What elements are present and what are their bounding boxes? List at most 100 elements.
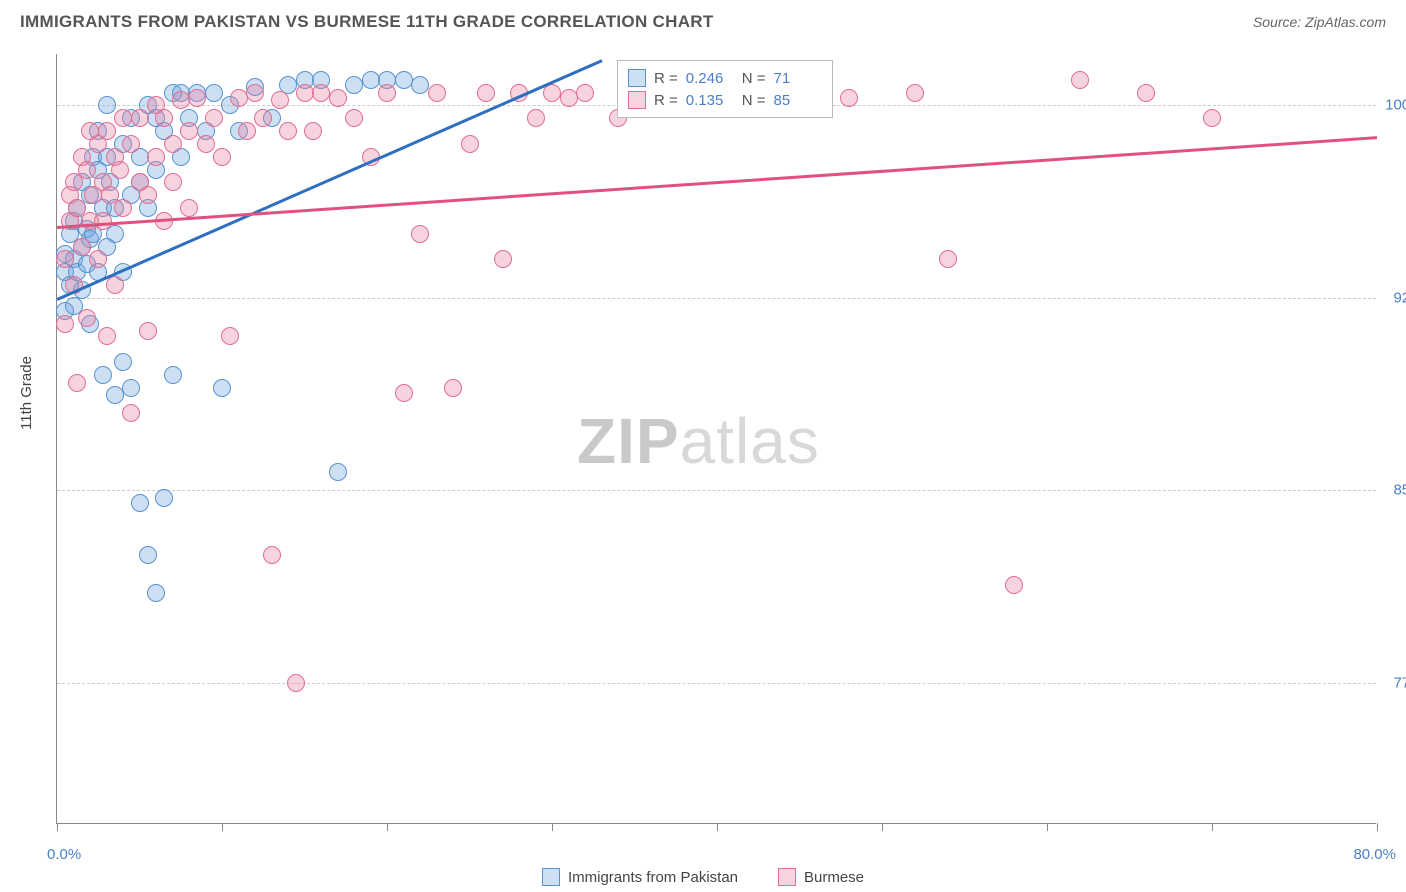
data-point: [345, 76, 363, 94]
data-point: [68, 374, 86, 392]
stats-swatch: [628, 69, 646, 87]
data-point: [287, 674, 305, 692]
data-point: [106, 386, 124, 404]
data-point: [230, 89, 248, 107]
stat-n-value: 71: [774, 70, 822, 87]
data-point: [254, 109, 272, 127]
legend-item-burmese: Burmese: [778, 868, 864, 886]
data-point: [94, 366, 112, 384]
data-point: [139, 546, 157, 564]
x-tick: [387, 823, 388, 831]
data-point: [188, 89, 206, 107]
data-point: [411, 76, 429, 94]
data-point: [205, 109, 223, 127]
data-point: [155, 489, 173, 507]
data-point: [122, 404, 140, 422]
data-point: [939, 250, 957, 268]
data-point: [147, 148, 165, 166]
data-point: [213, 148, 231, 166]
gridline: [57, 298, 1376, 299]
data-point: [114, 199, 132, 217]
stat-n-value: 85: [774, 92, 822, 109]
legend-swatch-blue: [542, 868, 560, 886]
stats-row: R =0.246N =71: [628, 67, 822, 89]
data-point: [98, 96, 116, 114]
scatter-chart: ZIPatlas 77.5%85.0%92.5%100.0%0.0%80.0%R…: [56, 54, 1376, 824]
x-tick: [57, 823, 58, 831]
legend-label: Burmese: [804, 869, 864, 886]
x-tick: [1212, 823, 1213, 831]
data-point: [1203, 109, 1221, 127]
x-tick: [882, 823, 883, 831]
data-point: [122, 135, 140, 153]
y-tick-label: 92.5%: [1393, 289, 1406, 306]
x-tick: [222, 823, 223, 831]
trend-line: [57, 136, 1377, 228]
gridline: [57, 683, 1376, 684]
legend-item-pakistan: Immigrants from Pakistan: [542, 868, 738, 886]
data-point: [122, 379, 140, 397]
data-point: [329, 89, 347, 107]
data-point: [139, 186, 157, 204]
data-point: [296, 84, 314, 102]
data-point: [89, 250, 107, 268]
stat-r-value: 0.135: [686, 92, 734, 109]
data-point: [527, 109, 545, 127]
stat-label: R =: [654, 70, 678, 87]
stats-row: R = 0.135 N = 85: [628, 89, 822, 111]
data-point: [494, 250, 512, 268]
data-point: [263, 546, 281, 564]
x-label-max: 80.0%: [1353, 846, 1396, 863]
data-point: [197, 135, 215, 153]
data-point: [312, 84, 330, 102]
legend-label: Immigrants from Pakistan: [568, 869, 738, 886]
data-point: [411, 225, 429, 243]
data-point: [395, 384, 413, 402]
x-label-min: 0.0%: [47, 846, 81, 863]
data-point: [106, 276, 124, 294]
chart-header: IMMIGRANTS FROM PAKISTAN VS BURMESE 11TH…: [0, 0, 1406, 40]
data-point: [395, 71, 413, 89]
stats-swatch: [628, 91, 646, 109]
data-point: [78, 161, 96, 179]
data-point: [1005, 576, 1023, 594]
data-point: [180, 199, 198, 217]
watermark: ZIPatlas: [577, 404, 820, 478]
data-point: [56, 315, 74, 333]
data-point: [279, 122, 297, 140]
data-point: [98, 327, 116, 345]
data-point: [1137, 84, 1155, 102]
y-tick-label: 85.0%: [1393, 482, 1406, 499]
x-tick: [717, 823, 718, 831]
data-point: [180, 122, 198, 140]
data-point: [164, 135, 182, 153]
data-point: [172, 91, 190, 109]
data-point: [114, 109, 132, 127]
data-point: [205, 84, 223, 102]
data-point: [114, 353, 132, 371]
data-point: [428, 84, 446, 102]
stat-label: N =: [742, 70, 766, 87]
data-point: [840, 89, 858, 107]
data-point: [345, 109, 363, 127]
y-tick-label: 77.5%: [1393, 674, 1406, 691]
data-point: [221, 327, 239, 345]
data-point: [906, 84, 924, 102]
legend-swatch-pink: [778, 868, 796, 886]
y-tick-label: 100.0%: [1385, 97, 1406, 114]
x-tick: [552, 823, 553, 831]
chart-title: IMMIGRANTS FROM PAKISTAN VS BURMESE 11TH…: [20, 12, 714, 32]
stat-label: R =: [654, 92, 678, 109]
stat-label: N =: [742, 92, 766, 109]
data-point: [131, 494, 149, 512]
data-point: [362, 71, 380, 89]
data-point: [461, 135, 479, 153]
data-point: [304, 122, 322, 140]
data-point: [246, 84, 264, 102]
source-attribution: Source: ZipAtlas.com: [1253, 14, 1386, 30]
correlation-stats-box: R =0.246N =71R =0.135N =85: [617, 60, 833, 118]
data-point: [56, 250, 74, 268]
data-point: [329, 463, 347, 481]
gridline: [57, 490, 1376, 491]
data-point: [131, 109, 149, 127]
